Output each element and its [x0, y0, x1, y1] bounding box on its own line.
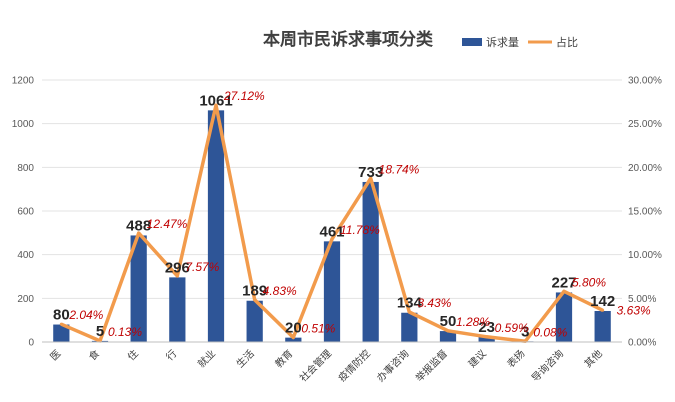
- x-tick-label: 食: [86, 347, 102, 363]
- bar: [362, 181, 379, 342]
- legend-bar-label: 诉求量: [486, 36, 519, 49]
- legend: 诉求量 占比: [462, 35, 578, 49]
- percent-label: 7.57%: [185, 260, 219, 274]
- bars: [53, 110, 611, 343]
- line-point: [407, 310, 411, 314]
- percent-label: 0.59%: [495, 321, 529, 335]
- x-tick-label: 行: [163, 347, 179, 363]
- x-tick-label: 办事咨询: [374, 347, 411, 384]
- line-point: [137, 231, 141, 235]
- x-tick-label: 举报监督: [413, 347, 450, 384]
- percent-label: 3.63%: [617, 303, 651, 317]
- percent-label: 27.12%: [223, 89, 265, 103]
- y-left-tick-label: 400: [17, 250, 34, 261]
- bar: [555, 292, 573, 342]
- y-right-tick-label: 25.00%: [628, 119, 662, 130]
- y-left-tick-label: 800: [17, 163, 34, 174]
- bar-value-label: 5: [96, 323, 104, 340]
- y-right-tick-label: 30.00%: [628, 76, 662, 87]
- x-tick-label: 建议: [465, 347, 488, 370]
- percent-label: 2.04%: [68, 308, 103, 322]
- bar-value-label: 50: [440, 313, 457, 330]
- bar: [169, 277, 186, 342]
- line-point: [253, 298, 257, 302]
- bar-value-label: 461: [319, 223, 344, 240]
- bar: [401, 312, 418, 342]
- line-point: [601, 308, 605, 312]
- percent-label: 12.47%: [147, 217, 188, 231]
- line-point: [562, 289, 566, 293]
- y-left-tick-label: 200: [17, 294, 34, 305]
- data-labels: 80 5 488 296 1061 189 20 461 733 134 50 23 3 227 142 2.…: [53, 89, 651, 340]
- percent-label: 18.74%: [379, 162, 420, 176]
- bar-value-label: 80: [53, 307, 70, 324]
- y-right-tick-label: 5.00%: [628, 294, 656, 305]
- y-right-tick-label: 15.00%: [628, 207, 662, 218]
- bar-value-label: 733: [358, 164, 383, 181]
- bar: [439, 331, 457, 342]
- y-left-tick-label: 1000: [12, 119, 35, 130]
- percent-label: 1.28%: [456, 315, 490, 329]
- y-left-tick-label: 0: [28, 338, 34, 349]
- bar: [130, 235, 147, 342]
- percent-label: 0.51%: [301, 322, 335, 336]
- x-tick-label: 医: [48, 348, 64, 364]
- line-point: [214, 103, 218, 107]
- bar: [285, 337, 302, 342]
- x-tick-label: 教育: [272, 347, 295, 370]
- percent-label: 4.83%: [263, 284, 297, 298]
- bar-value-label: 1061: [199, 92, 232, 109]
- percent-label: 0.08%: [533, 325, 567, 339]
- x-tick-label: 导询咨询: [529, 347, 566, 384]
- bar: [207, 110, 225, 343]
- line-point: [59, 322, 63, 326]
- percent-label: 11.78%: [340, 223, 380, 237]
- bar-value-label: 23: [478, 319, 495, 336]
- x-tick-label: 其他: [581, 347, 604, 370]
- percent-label: 0.13%: [108, 325, 142, 339]
- bar: [246, 300, 263, 342]
- y-right-tick-label: 20.00%: [628, 163, 662, 174]
- bar: [594, 310, 611, 342]
- x-tick-label: 生活: [233, 347, 256, 370]
- legend-bar-swatch: [462, 38, 482, 46]
- line-series: [59, 103, 605, 344]
- legend-line-label: 占比: [556, 35, 578, 49]
- line-point: [485, 335, 489, 339]
- bar-value-label: 3: [521, 323, 529, 340]
- y-left-tick-label: 1200: [12, 76, 35, 87]
- x-tick-label: 社会管理: [297, 347, 334, 384]
- bar: [478, 336, 495, 342]
- bar-value-label: 488: [126, 217, 151, 234]
- percent-label: 3.43%: [417, 296, 451, 310]
- bar-value-label: 142: [590, 293, 615, 310]
- x-tick-label: 就业: [195, 347, 218, 370]
- x-tick-label: 疫情防控: [335, 347, 372, 384]
- bar-value-label: 134: [397, 295, 423, 312]
- x-tick-label: 住: [125, 347, 141, 363]
- line-point: [369, 176, 373, 180]
- bar: [323, 241, 341, 342]
- line-point: [330, 237, 334, 241]
- bar-value-label: 296: [165, 259, 190, 276]
- line-point: [291, 336, 295, 340]
- percent-label: 5.80%: [572, 275, 606, 289]
- line-point: [175, 274, 179, 278]
- x-tick-label: 表扬: [504, 347, 527, 370]
- bar-value-label: 20: [285, 320, 302, 337]
- y-right-tick-label: 10.00%: [628, 250, 662, 261]
- line-point: [446, 329, 450, 333]
- bar-value-label: 189: [242, 283, 267, 300]
- chart-title: 本周市民诉求事项分类: [263, 29, 434, 50]
- y-right-tick-label: 0.00%: [628, 338, 656, 349]
- bar-value-label: 227: [551, 274, 576, 291]
- bar: [53, 324, 70, 342]
- y-left-tick-label: 600: [17, 207, 34, 218]
